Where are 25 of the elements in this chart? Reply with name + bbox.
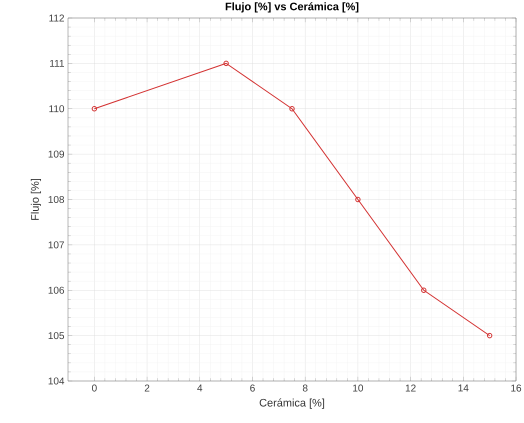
- y-tick-label: 112: [49, 14, 64, 22]
- point: [289, 106, 295, 112]
- y-tick-label: 107: [48, 241, 64, 248]
- x-tick-label: 8: [302, 384, 308, 392]
- point: [355, 196, 361, 202]
- x-tick-label: 2: [144, 384, 150, 392]
- y-tick-label: 106: [48, 286, 64, 294]
- chart-title: Flujo [%] vs Cerámica [%]: [226, 2, 358, 12]
- y-tick-label: 110: [49, 105, 64, 112]
- y-tick-label: 104: [48, 377, 64, 385]
- x-axis-title: Cerámica [%]: [260, 398, 324, 409]
- x-tick-label: 14: [458, 384, 469, 392]
- y-tick-label: 111: [50, 60, 64, 67]
- y-tick-label: 105: [48, 332, 64, 340]
- x-tick-label: 10: [353, 384, 364, 392]
- x-tick-label: 6: [250, 384, 255, 392]
- point: [421, 288, 426, 293]
- y-axis-title: Flujo [%]: [30, 178, 42, 220]
- y-tick-label: 109: [48, 150, 64, 158]
- x-tick-label: 4: [197, 384, 202, 392]
- x-tick-label: 0: [92, 384, 97, 392]
- y-tick-label: 108: [48, 196, 64, 204]
- x-tick-label: 12: [406, 384, 416, 392]
- x-tick-label: 16: [511, 384, 522, 392]
- point: [223, 60, 229, 66]
